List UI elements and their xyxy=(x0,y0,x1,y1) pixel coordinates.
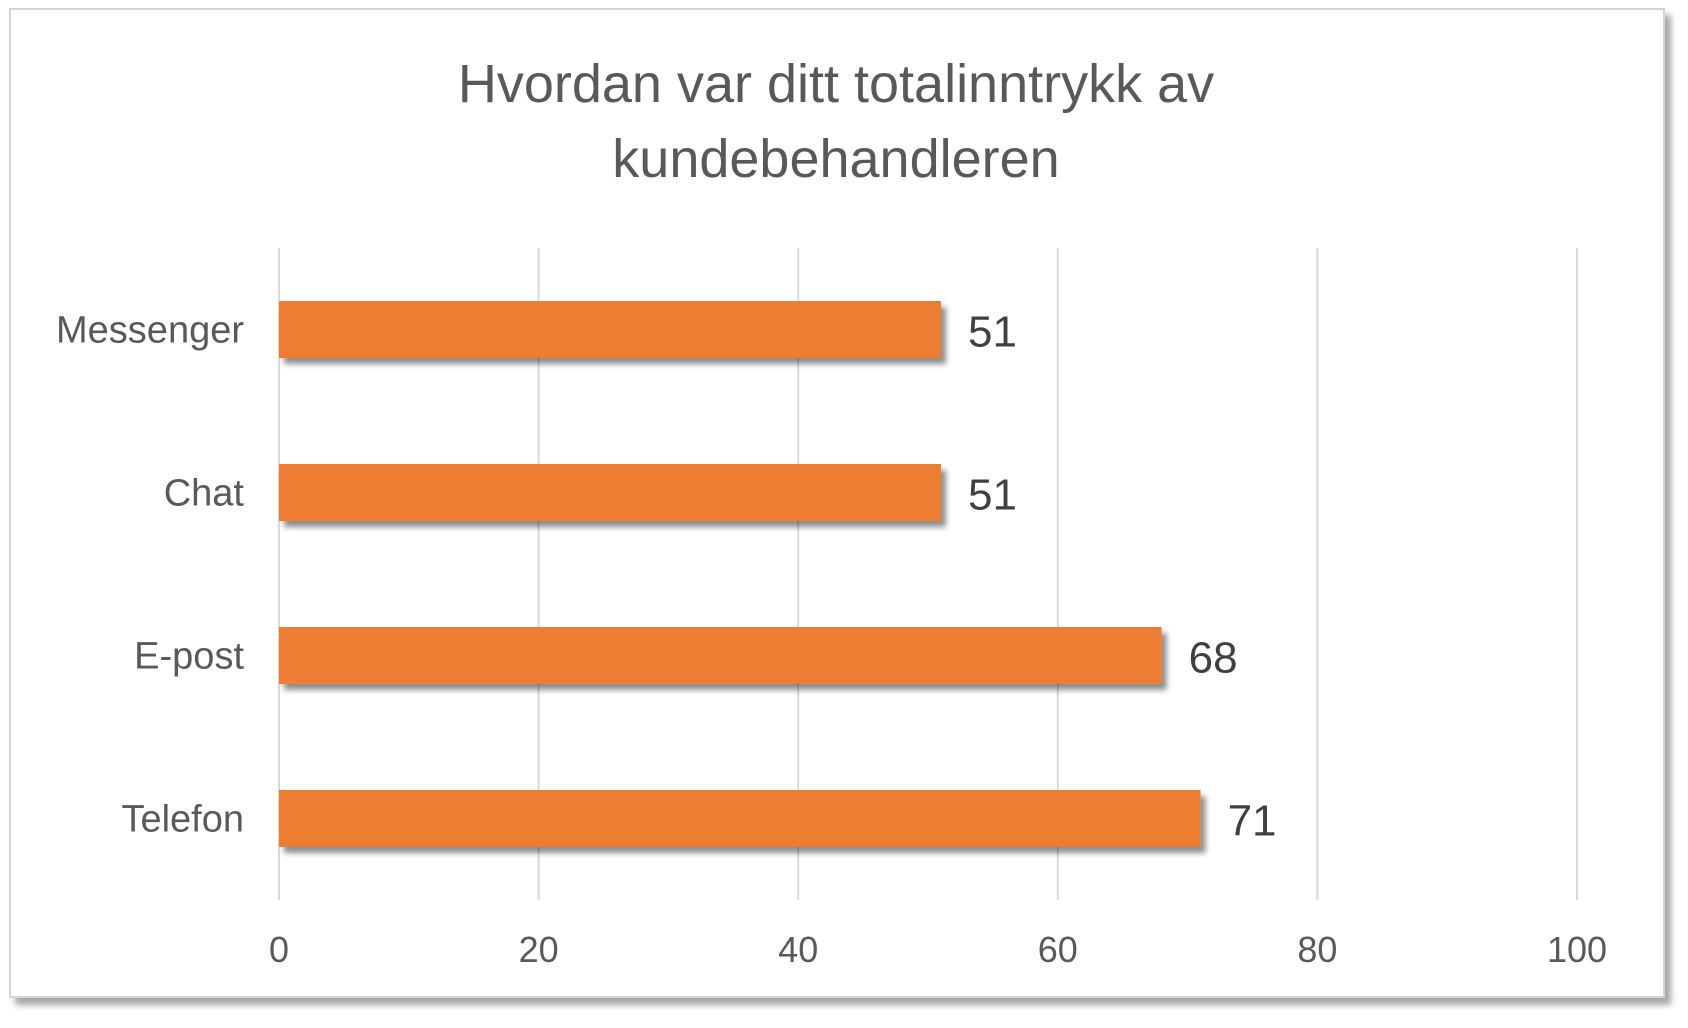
category-label: Telefon xyxy=(121,799,244,841)
category-label: E-post xyxy=(134,636,244,678)
chart-title-line-1: Hvordan var ditt totalinntrykk av xyxy=(458,54,1214,114)
x-axis-ticks: 0 20 40 60 80 100 xyxy=(269,929,1607,970)
x-tick-label: 0 xyxy=(269,929,289,970)
x-tick-label: 60 xyxy=(1038,929,1078,970)
category-labels: Messenger Chat E-post Telefon xyxy=(56,310,244,841)
data-label: 51 xyxy=(968,308,1017,357)
x-tick-label: 100 xyxy=(1547,929,1607,970)
category-label: Chat xyxy=(164,473,245,515)
data-labels: 51 51 68 71 xyxy=(968,308,1277,846)
category-label: Messenger xyxy=(56,310,244,352)
bar xyxy=(279,627,1162,684)
x-tick-label: 80 xyxy=(1297,929,1337,970)
data-label: 68 xyxy=(1189,634,1238,683)
data-label: 51 xyxy=(968,471,1017,520)
bar xyxy=(279,301,941,358)
data-label: 71 xyxy=(1228,797,1277,846)
bar xyxy=(279,790,1201,847)
chart-title-line-2: kundebehandleren xyxy=(612,129,1059,189)
bars xyxy=(279,301,1201,847)
x-tick-label: 40 xyxy=(778,929,818,970)
bar xyxy=(279,464,941,521)
x-tick-label: 20 xyxy=(519,929,559,970)
